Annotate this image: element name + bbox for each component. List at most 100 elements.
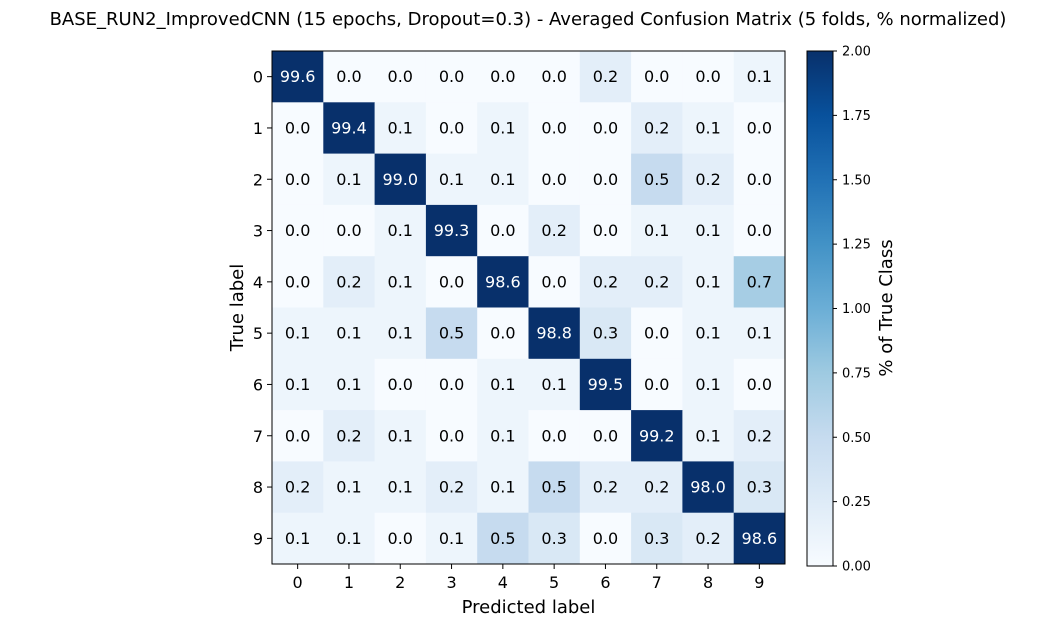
heatmap-cell	[425, 512, 478, 565]
cell-value-label: 0.1	[747, 324, 772, 343]
cell-value-label: 0.2	[695, 170, 720, 189]
heatmap-cell	[477, 358, 529, 411]
x-tick-label: 7	[652, 573, 662, 592]
cell-value-label: 0.0	[593, 529, 618, 548]
heatmap-cell	[631, 256, 683, 308]
colorbar-tick-label: 1.75	[842, 109, 871, 124]
cell-value-label: 99.5	[588, 375, 624, 394]
cell-value-label: 0.1	[490, 375, 515, 394]
cell-value-label: 98.6	[742, 529, 778, 548]
chart-title: BASE_RUN2_ImprovedCNN (15 epochs, Dropou…	[50, 9, 1007, 30]
x-tick-label: 0	[293, 573, 303, 592]
cell-value-label: 0.0	[285, 118, 310, 137]
heatmap-cell	[272, 410, 324, 462]
y-axis: 0 1 2 3 4 5 6 7 8 9	[253, 68, 272, 548]
cell-value-label: 0.1	[336, 375, 361, 394]
heatmap-cell	[631, 51, 683, 103]
heatmap-cell	[477, 307, 529, 360]
cell-value-label: 0.1	[439, 529, 464, 548]
x-tick-label: 3	[446, 573, 456, 592]
cell-value-label: 0.2	[439, 478, 464, 497]
cell-value-label: 0.3	[747, 478, 772, 497]
heatmap-cell	[425, 307, 478, 360]
cell-value-label: 0.0	[747, 118, 772, 137]
y-tick-label: 7	[253, 427, 263, 446]
heatmap-cell	[374, 512, 427, 565]
cell-value-label: 0.5	[439, 324, 464, 343]
heatmap-cell	[682, 307, 735, 360]
heatmap-cell	[631, 102, 683, 154]
heatmap-cell	[528, 204, 581, 257]
heatmap-cell	[528, 256, 581, 308]
heatmap-cell	[272, 307, 324, 360]
heatmap-cell	[323, 307, 375, 360]
y-tick-label: 0	[253, 68, 263, 87]
y-tick-label: 2	[253, 170, 263, 189]
cell-value-label: 0.1	[490, 118, 515, 137]
cell-value-label: 0.1	[388, 324, 413, 343]
heatmap-cell	[323, 102, 375, 154]
cell-value-label: 0.5	[644, 170, 669, 189]
cell-value-label: 0.0	[490, 221, 515, 240]
colorbar-tick-label: 1.00	[842, 302, 871, 317]
heatmap-cell	[682, 358, 735, 411]
cell-value-label: 0.1	[285, 529, 310, 548]
colorbar-tick-label: 0.00	[842, 560, 871, 575]
cell-value-label: 0.0	[747, 170, 772, 189]
cell-value-label: 99.3	[434, 221, 470, 240]
heatmap-cell	[682, 410, 735, 462]
heatmap-cell	[579, 153, 632, 206]
heatmap-cell	[579, 307, 632, 360]
cell-value-label: 0.0	[336, 221, 361, 240]
heatmap-cell	[528, 307, 581, 360]
x-tick-label: 6	[600, 573, 610, 592]
cell-value-label: 99.2	[639, 426, 675, 445]
heatmap-cell	[323, 51, 375, 103]
heatmap-cell	[631, 358, 683, 411]
heatmap-cell	[682, 204, 735, 257]
cell-value-label: 0.1	[388, 478, 413, 497]
cell-value-label: 0.0	[439, 272, 464, 291]
heatmap-cell	[425, 153, 478, 206]
cell-value-label: 0.0	[439, 118, 464, 137]
heatmap-cell	[272, 512, 324, 565]
cell-value-label: 98.6	[485, 272, 521, 291]
cell-value-label: 0.0	[388, 67, 413, 86]
cell-value-label: 0.1	[388, 272, 413, 291]
heatmap-cell	[733, 512, 786, 565]
x-tick-label: 1	[344, 573, 354, 592]
heatmap-cell	[733, 461, 786, 514]
heatmap-cell	[528, 358, 581, 411]
cell-value-label: 0.1	[695, 221, 720, 240]
colorbar-tick-label: 2.00	[842, 45, 871, 60]
cell-value-label: 0.2	[747, 426, 772, 445]
cell-value-label: 0.1	[490, 170, 515, 189]
x-tick-label: 5	[549, 573, 559, 592]
colorbar-tick-label: 0.75	[842, 366, 871, 381]
cell-value-label: 0.1	[388, 426, 413, 445]
colorbar-tick-label: 1.25	[842, 238, 871, 253]
heatmap-cell	[528, 153, 581, 206]
y-tick-label: 9	[253, 529, 263, 548]
cell-value-label: 99.4	[331, 118, 367, 137]
heatmap-cell	[579, 461, 632, 514]
heatmap-cell	[579, 410, 632, 462]
heatmap-cell	[682, 512, 735, 565]
cell-value-label: 0.1	[695, 324, 720, 343]
plot-frame	[271, 50, 786, 565]
heatmap-cell	[425, 461, 478, 514]
cell-value-label: 0.3	[644, 529, 669, 548]
heatmap-cell	[579, 102, 632, 154]
cell-value-label: 0.0	[490, 67, 515, 86]
cell-value-label: 0.0	[644, 67, 669, 86]
cell-value-label: 0.2	[644, 272, 669, 291]
x-axis: 0 1 2 3 4 5 6 7 8 9	[293, 564, 764, 592]
cell-value-label: 0.0	[285, 221, 310, 240]
y-tick-label: 1	[253, 119, 263, 138]
heatmap-cell	[733, 410, 786, 462]
heatmap-cell	[631, 410, 683, 462]
heatmap-cell	[733, 307, 786, 360]
heatmap-cell	[374, 410, 427, 462]
heatmap-cell	[528, 512, 581, 565]
cell-value-label: 0.1	[695, 272, 720, 291]
